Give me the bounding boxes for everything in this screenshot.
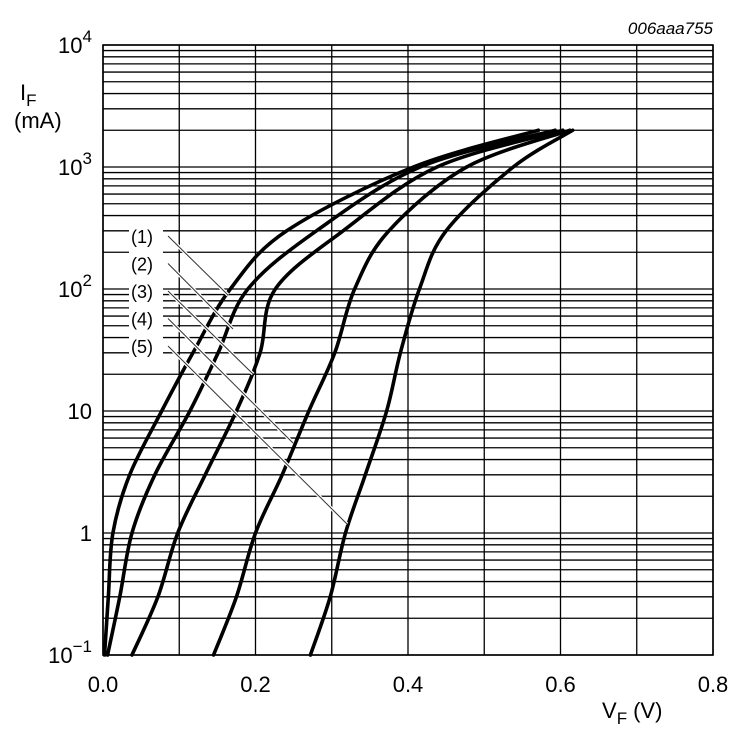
label-background (129, 334, 163, 358)
x-label-unit: (V) (633, 698, 662, 723)
x-tick-label: 0.0 (88, 672, 119, 697)
y-tick-label: 102 (58, 271, 92, 302)
x-tick-labels: 0.0 0.2 0.4 0.6 0.8 (88, 672, 729, 697)
leader-line-1 (167, 235, 229, 296)
curves (102, 128, 575, 657)
series-label-5: (5) (131, 337, 153, 357)
y-label-main: I (20, 80, 26, 105)
y-label-sub: F (26, 91, 36, 110)
series-line-3 (130, 128, 565, 657)
chart-annotation: 006aaa755 (628, 19, 714, 38)
series-label-4: (4) (131, 310, 153, 330)
y-axis-label: IF (20, 80, 37, 110)
label-background (129, 224, 163, 248)
label-background (129, 306, 163, 331)
plot-frame (102, 44, 714, 656)
y-tick-label: 104 (58, 27, 92, 58)
x-axis-label: VF (V) (602, 698, 662, 728)
leader-line-5 (167, 345, 348, 525)
y-tick-label: 10−1 (48, 637, 92, 668)
curve-labels: (1) (2) (3) (4) (5) (129, 224, 349, 526)
y-tick-label: 103 (58, 149, 92, 180)
series-line-2 (105, 128, 557, 657)
label-background (129, 279, 163, 303)
x-label-main: V (602, 698, 617, 723)
series-line-1 (102, 128, 541, 657)
label-background (129, 251, 163, 276)
x-label-sub: F (617, 709, 627, 728)
series-label-1: (1) (131, 227, 153, 247)
series-line-4 (211, 128, 572, 657)
y-tick-labels: 10−1 1 10 102 103 104 (48, 27, 92, 668)
x-tick-label: 0.6 (545, 672, 576, 697)
leader-line-3 (167, 290, 254, 375)
leader-line-2 (167, 263, 234, 330)
y-tick-label: 1 (80, 521, 92, 546)
leader-line-4 (167, 318, 294, 444)
y-tick-label: 10 (68, 399, 92, 424)
series-label-2: (2) (131, 255, 153, 275)
series-label-3: (3) (131, 282, 153, 302)
y-axis-unit: (mA) (14, 108, 62, 133)
x-tick-label: 0.2 (240, 672, 271, 697)
x-tick-label: 0.8 (698, 672, 729, 697)
series-line-5 (308, 128, 575, 657)
x-tick-label: 0.4 (393, 672, 424, 697)
